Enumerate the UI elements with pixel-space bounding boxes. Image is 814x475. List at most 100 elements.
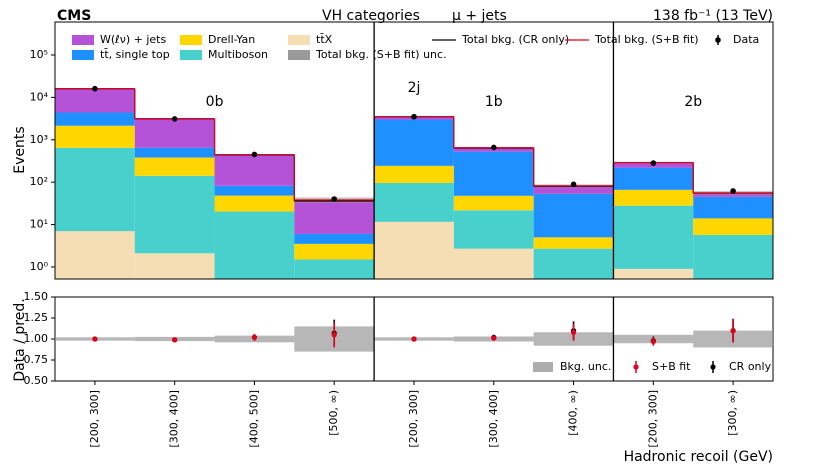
legend-label: Multiboson (208, 48, 268, 61)
y-tick-label: 10³ (30, 133, 48, 146)
stack-segment (613, 205, 694, 269)
stack-segment (533, 237, 614, 249)
subtitle: VH categories (322, 8, 420, 24)
ratio-y-tick-label: 1.25 (24, 311, 49, 324)
legend-swatch (288, 35, 310, 45)
data-point (331, 196, 338, 202)
legend-label: S+B fit (652, 360, 691, 373)
legend-label: Total bkg. (S+B fit) (594, 33, 699, 46)
stack-segment (374, 183, 454, 222)
y-tick-label: 10² (30, 175, 48, 188)
ratio-point (491, 335, 497, 341)
ratio-y-tick-label: 0.75 (24, 353, 49, 366)
ratio-point (172, 337, 178, 343)
y-tick-label: 10¹ (30, 218, 48, 231)
annotation: 2j (408, 80, 421, 96)
stack-segment (134, 118, 215, 148)
ratio-y-axis-label: Data / pred. (12, 298, 28, 381)
stack-segment (374, 119, 454, 166)
group-label: 0b (206, 94, 224, 110)
x-tick-label: [200, 300] (407, 390, 420, 448)
stack-segment (693, 218, 773, 235)
x-tick-label: [200, 300] (646, 390, 659, 448)
stack-segment (214, 185, 295, 196)
ratio-point (331, 332, 337, 338)
x-tick-label: [400, ∞) (567, 390, 580, 436)
legend-swatch (180, 50, 202, 60)
stack-segment (134, 157, 215, 176)
legend-label: Total bkg. (CR only) (461, 33, 569, 46)
stack-segment (55, 88, 135, 113)
x-tick-label: [300, 400] (168, 390, 181, 448)
stack-segment (55, 112, 135, 126)
stack-segment (55, 147, 135, 232)
data-point (650, 160, 657, 166)
legend-label: Drell-Yan (208, 33, 255, 46)
legend-label: tt̄X (316, 33, 333, 46)
stack-segment (613, 167, 694, 190)
stack-segment (214, 211, 295, 279)
data-point (730, 188, 736, 194)
main-frame (54, 21, 774, 280)
stack-segment (294, 199, 375, 234)
x-axis-label: Hadronic recoil (GeV) (624, 449, 773, 465)
group-label: 1b (485, 94, 503, 110)
ratio-point (411, 336, 417, 342)
ratio-point (650, 338, 656, 345)
legend-label: tt̄, single top (100, 48, 170, 61)
stack-segment (613, 189, 694, 206)
stack-segment (533, 248, 614, 279)
stack-segment (134, 253, 215, 279)
stack-segment (374, 221, 454, 279)
stack-segment (55, 125, 135, 148)
legend-label: CR only (729, 360, 772, 373)
legend-label: W(ℓν) + jets (100, 33, 166, 46)
stack-segment (533, 185, 614, 194)
legend-swatch (288, 50, 310, 60)
stack-segment (693, 234, 773, 279)
ratio-point (251, 334, 258, 340)
stack-segment (613, 268, 694, 279)
data-point (92, 85, 98, 92)
stack-segment (453, 210, 534, 249)
stack-segment (453, 195, 534, 211)
ratio-point (92, 336, 98, 342)
experiment-label: CMS (57, 8, 91, 24)
legend-swatch (72, 35, 94, 45)
y-tick-label: 10⁵ (30, 48, 48, 61)
x-tick-label: [200, 300] (88, 390, 101, 448)
lumi: 138 fb⁻¹ (13 TeV) (653, 8, 773, 24)
stack-segment (374, 165, 454, 184)
legend-swatch (180, 35, 202, 45)
data-point (411, 113, 417, 120)
ratio-y-tick-label: 1.00 (24, 332, 49, 345)
stack-segment (55, 231, 135, 279)
y-tick-label: 10⁴ (30, 90, 49, 103)
stack-segment (453, 248, 534, 279)
data-point (570, 181, 577, 188)
data-point (251, 151, 258, 158)
legend-label: Bkg. unc. (560, 360, 611, 373)
legend-marker (710, 364, 716, 370)
channel: μ + jets (452, 8, 507, 24)
legend-swatch (533, 362, 553, 372)
x-tick-label: [500, ∞) (327, 390, 340, 436)
ratio-y-tick-label: 1.50 (24, 290, 49, 303)
legend-label: Total bkg. (S+B fit) unc. (315, 48, 447, 61)
stack-segment (453, 151, 534, 196)
stack-segment (693, 192, 773, 197)
x-tick-label: [300, ∞) (726, 390, 739, 436)
stack-segment (134, 175, 215, 254)
legend-label: Data (733, 33, 759, 46)
group-label: 2b (684, 94, 702, 110)
y-tick-label: 10⁰ (30, 260, 49, 273)
stack-segment (294, 233, 375, 244)
y-axis-label: Events (12, 126, 28, 173)
stack-segment (693, 196, 773, 219)
ratio-point (570, 329, 577, 335)
stack-segment (214, 195, 295, 212)
ratio-y-tick-label: 0.50 (24, 374, 49, 387)
stack-segment (134, 147, 215, 158)
ratio-point (730, 328, 736, 334)
